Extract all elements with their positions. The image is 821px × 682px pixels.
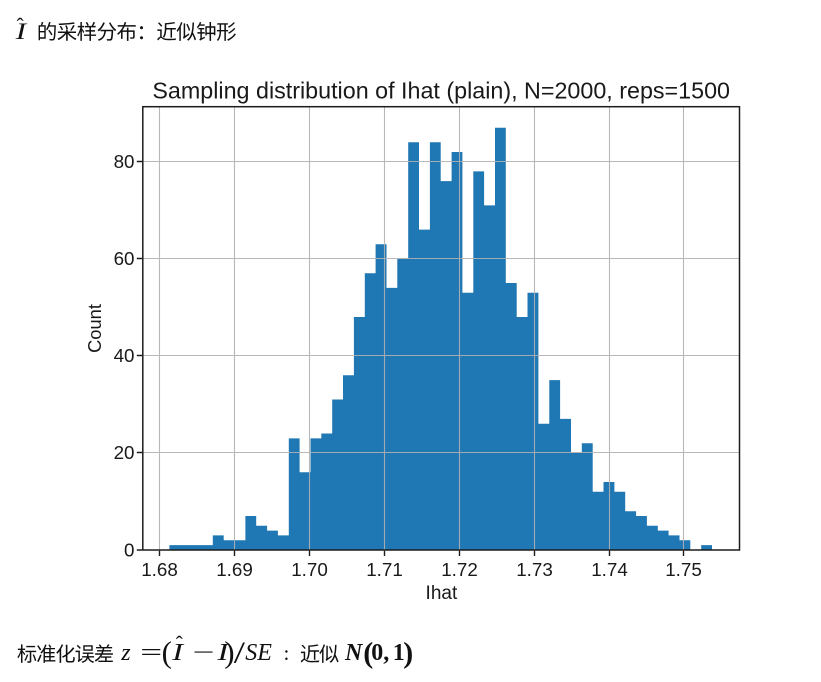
svg-text:): ) — [224, 635, 234, 670]
svg-text:): ) — [403, 636, 413, 669]
svg-text:−: − — [192, 638, 214, 665]
svg-text:1.74: 1.74 — [591, 559, 628, 580]
svg-text:1.69: 1.69 — [216, 559, 253, 580]
svg-text:80: 80 — [114, 151, 135, 172]
svg-text:1.68: 1.68 — [141, 559, 178, 580]
svg-text:0: 0 — [371, 640, 383, 666]
svg-text::: : — [284, 641, 290, 665]
svg-text:1.75: 1.75 — [665, 559, 702, 580]
svg-text:1.71: 1.71 — [366, 559, 403, 580]
svg-text:ˆ: ˆ — [17, 13, 24, 37]
svg-text:1.72: 1.72 — [441, 559, 478, 580]
svg-text:/: / — [234, 635, 245, 669]
svg-text:1.70: 1.70 — [291, 559, 328, 580]
svg-text:SE: SE — [245, 640, 272, 666]
svg-text:Ihat: Ihat — [426, 583, 458, 604]
svg-text:(: ( — [363, 636, 373, 669]
svg-text:60: 60 — [114, 248, 135, 269]
svg-text:20: 20 — [114, 442, 135, 463]
svg-text:(: ( — [162, 635, 172, 670]
svg-text:ˆ: ˆ — [176, 632, 183, 656]
svg-text:I: I — [171, 640, 185, 666]
svg-text:0: 0 — [124, 539, 134, 560]
svg-text:N: N — [344, 640, 364, 666]
svg-text:z: z — [120, 640, 131, 666]
svg-text:Count: Count — [84, 304, 105, 353]
svg-text:=: = — [140, 638, 162, 665]
svg-text:1.73: 1.73 — [516, 559, 553, 580]
svg-text:,: , — [383, 640, 389, 666]
svg-text:Sampling distribution of Ihat: Sampling distribution of Ihat (plain), N… — [152, 78, 730, 104]
svg-text:40: 40 — [114, 345, 135, 366]
svg-text:I: I — [216, 640, 230, 666]
svg-text:I: I — [15, 18, 29, 44]
svg-text:1: 1 — [393, 640, 405, 666]
